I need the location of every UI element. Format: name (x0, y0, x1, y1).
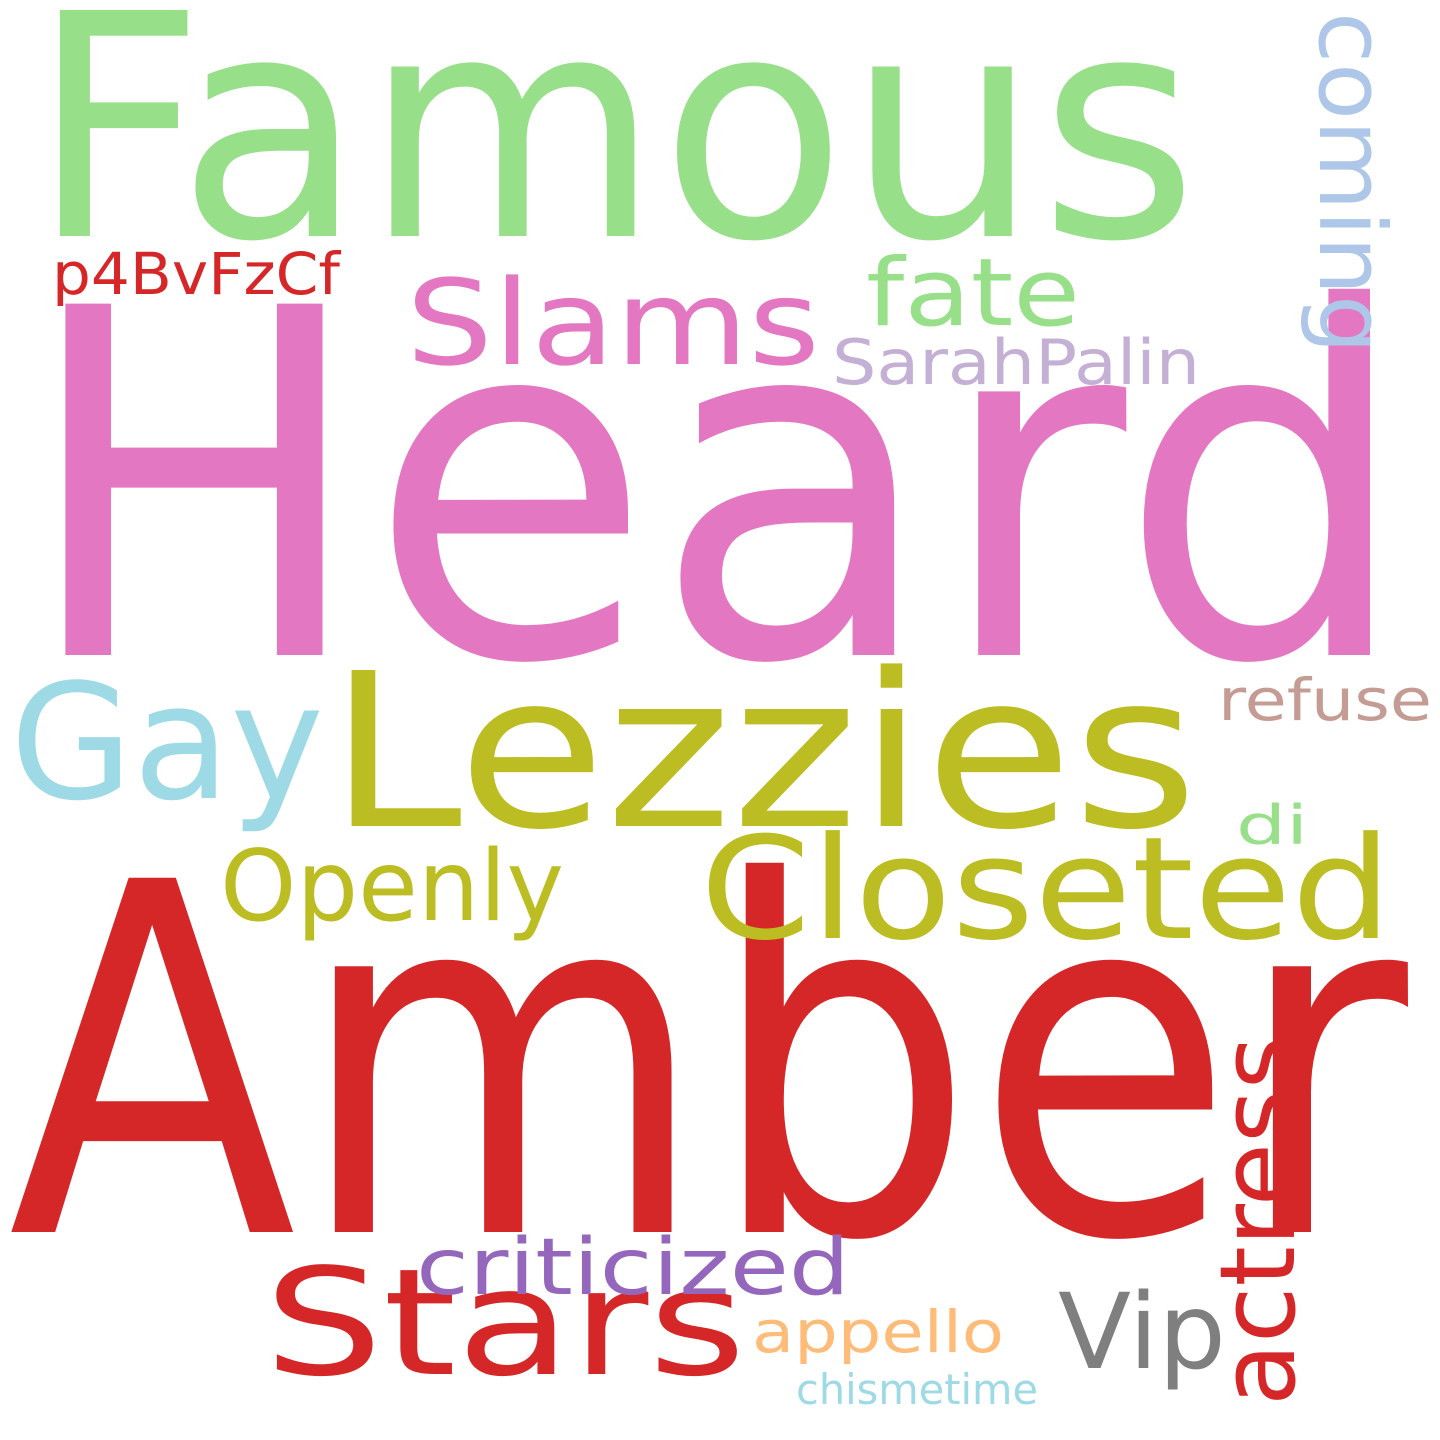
word-criticized: criticized (416, 1223, 850, 1313)
word-heard: Heard (20, 208, 1412, 769)
word-stars: Stars (264, 1237, 746, 1409)
word-vip: Vip (1058, 1271, 1226, 1393)
word-sarahpalin: SarahPalin (832, 326, 1200, 399)
word-actress: actress (1197, 1036, 1319, 1406)
word-amber: Amber (8, 781, 1413, 1347)
word-di: di (1236, 794, 1308, 857)
word-appello: appello (752, 1298, 1004, 1366)
word-closeted: Closeted (700, 807, 1392, 972)
word-slams: Slams (406, 254, 820, 392)
word-refuse: refuse (1218, 666, 1432, 734)
word-lezzies: Lezzies (328, 628, 1198, 877)
word-coming: coming (1298, 12, 1405, 354)
word-fate: fate (866, 239, 1080, 348)
word-gay: Gay (10, 649, 324, 836)
word-chismetime: chismetime (796, 1365, 1038, 1414)
word-p4bvfzcf: p4BvFzCf (52, 240, 342, 308)
word-openly: Openly (220, 830, 564, 944)
word-famous: Famous (30, 0, 1198, 310)
